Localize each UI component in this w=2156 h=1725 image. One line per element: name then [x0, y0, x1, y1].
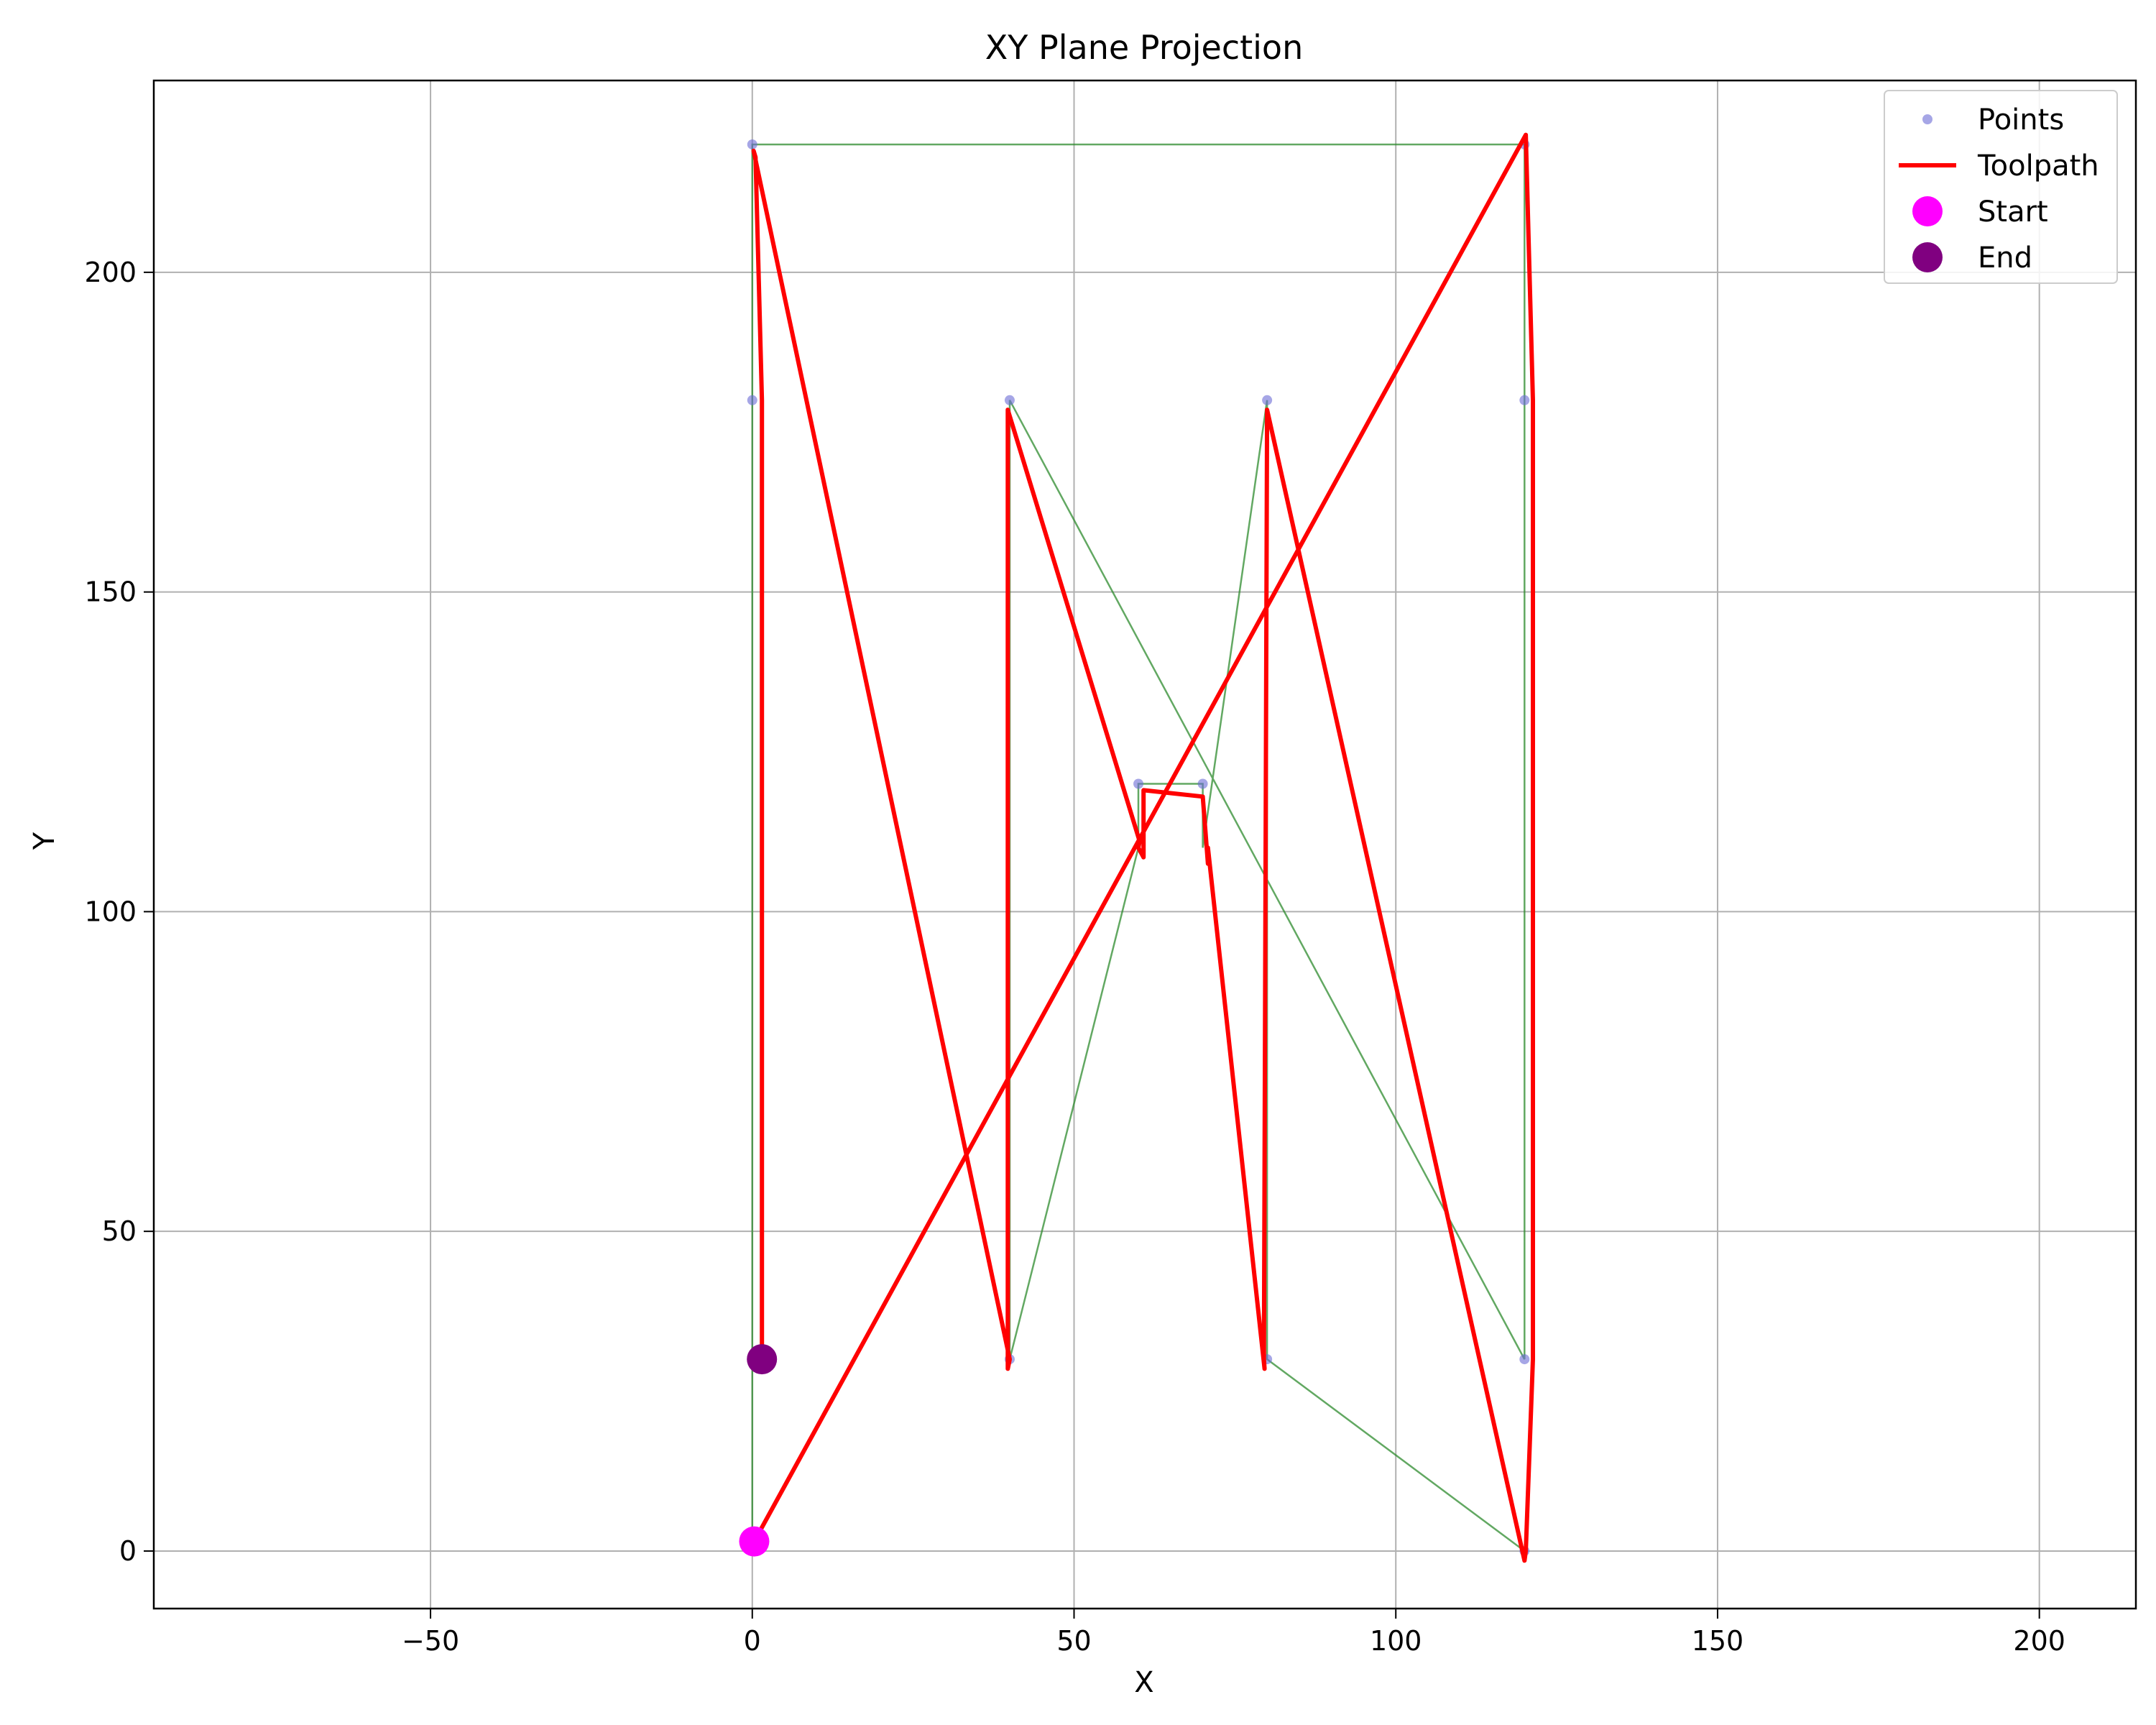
x-axis-ticks: −50 0 50 100 150 200: [402, 1609, 2065, 1657]
point-marker: [747, 395, 757, 405]
legend-label-points: Points: [1978, 104, 2064, 137]
x-tick-label: −50: [402, 1625, 459, 1657]
point-marker: [1262, 395, 1273, 405]
legend-label-toolpath: Toolpath: [1977, 150, 2099, 183]
point-marker: [747, 139, 757, 150]
legend-label-end: End: [1978, 242, 2032, 275]
x-tick-label: 200: [2013, 1625, 2065, 1657]
point-marker: [1197, 778, 1208, 789]
legend-end-marker: [1912, 242, 1943, 272]
series-layer: [739, 132, 1535, 1563]
x-axis-label: X: [1134, 1666, 1153, 1699]
y-axis-ticks: 0 50 100 150 200: [84, 257, 154, 1567]
legend-box: [1884, 90, 2118, 284]
legend-points-marker: [1922, 114, 1932, 124]
legend-start-marker: [1912, 196, 1943, 226]
y-tick-label: 50: [102, 1215, 137, 1247]
x-tick-label: 0: [744, 1625, 761, 1657]
end-marker: [747, 1344, 778, 1375]
y-tick-label: 150: [84, 576, 137, 608]
point-marker: [1004, 395, 1015, 405]
x-tick-label: 50: [1056, 1625, 1091, 1657]
legend: Points Toolpath Start End: [1884, 90, 2118, 284]
chart-title: XY Plane Projection: [985, 28, 1303, 67]
x-tick-label: 150: [1692, 1625, 1744, 1657]
y-axis-label: Y: [28, 832, 61, 850]
point-marker: [1519, 395, 1530, 405]
toolpath-line: [751, 132, 1535, 1563]
y-tick-label: 0: [119, 1535, 137, 1567]
point-marker: [1133, 778, 1144, 789]
plot-frame: [152, 79, 2137, 1610]
y-tick-label: 100: [84, 896, 137, 927]
start-marker: [739, 1526, 770, 1557]
point-marker: [1519, 1354, 1530, 1365]
y-tick-label: 200: [84, 257, 137, 288]
x-tick-label: 100: [1370, 1625, 1422, 1657]
legend-label-start: Start: [1978, 196, 2048, 229]
